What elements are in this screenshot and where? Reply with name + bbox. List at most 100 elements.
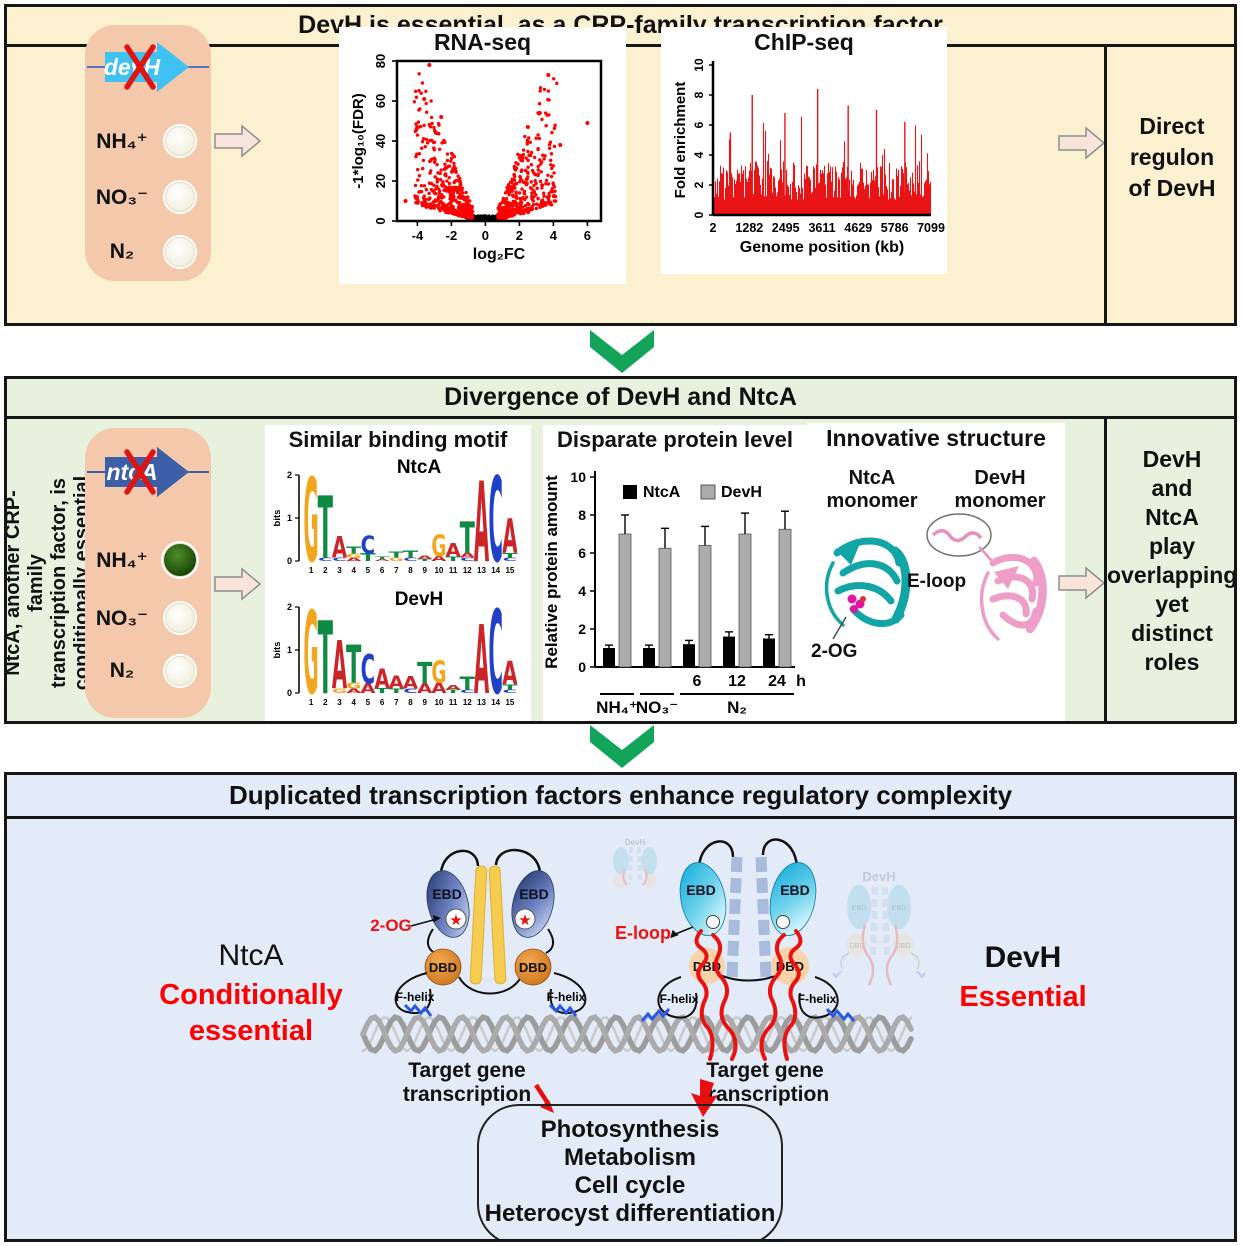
side-note: NtcA, another CRP-family transcription f… — [4, 475, 93, 691]
svg-text:8: 8 — [578, 507, 586, 523]
condition-label: NH₄⁺ — [96, 130, 148, 153]
svg-text:A: A — [474, 458, 489, 587]
svg-text:12: 12 — [463, 566, 472, 575]
svg-text:G: G — [431, 528, 446, 563]
svg-text:F-helix: F-helix — [798, 992, 837, 1006]
svg-text:0: 0 — [578, 659, 586, 675]
svg-text:A: A — [346, 688, 362, 694]
flow-arrow-icon — [1058, 126, 1106, 160]
svg-text:N₂: N₂ — [727, 698, 747, 717]
svg-text:EBD: EBD — [519, 886, 549, 902]
colony-spot-green — [163, 543, 197, 577]
svg-text:A: A — [374, 558, 389, 561]
colony-spot — [165, 182, 195, 212]
svg-text:10: 10 — [434, 566, 443, 575]
svg-text:40: 40 — [373, 134, 388, 148]
svg-text:EBD: EBD — [780, 882, 810, 898]
monomer-structures — [824, 513, 1047, 641]
target-transcription-label: Target gene transcription — [700, 1059, 830, 1106]
svg-text:3: 3 — [337, 698, 342, 707]
svg-text:NtcA: NtcA — [643, 484, 681, 501]
devh-monomer-label: DevH monomer — [954, 467, 1046, 512]
coiled-coil — [755, 856, 772, 978]
svg-text:3611: 3611 — [808, 221, 835, 235]
svg-text:7: 7 — [394, 698, 399, 707]
ebd-domain — [679, 862, 727, 936]
svg-text:-1*log₁₀(FDR): -1*log₁₀(FDR) — [350, 93, 367, 188]
rnaseq-title: RNA-seq — [433, 29, 532, 55]
devh-gene-icon: devH — [87, 42, 209, 92]
svg-text:4: 4 — [578, 583, 586, 599]
target-transcription-label: Target gene transcription — [402, 1059, 532, 1106]
flow-arrow-icon — [214, 124, 262, 158]
svg-text:Fold enrichment: Fold enrichment — [672, 82, 689, 199]
colony-spot — [165, 656, 195, 686]
svg-text:NO₃⁻: NO₃⁻ — [636, 698, 678, 717]
svg-text:4: 4 — [692, 151, 706, 158]
svg-text:T: T — [374, 556, 389, 560]
svg-text:13: 13 — [477, 698, 486, 707]
panel-devh-essential: DevH is essential, as a CRP-family trans… — [4, 4, 1237, 326]
two-og-label: 2-OG — [811, 641, 858, 662]
svg-text:2: 2 — [578, 621, 586, 637]
svg-text:T: T — [389, 688, 405, 695]
svg-text:6: 6 — [693, 673, 702, 690]
svg-text:T: T — [445, 689, 460, 695]
svg-text:F-helix: F-helix — [396, 990, 435, 1004]
svg-text:12: 12 — [463, 698, 472, 707]
svg-text:T: T — [389, 550, 405, 560]
svg-text:A: A — [374, 663, 389, 695]
svg-text:9: 9 — [422, 698, 427, 707]
svg-text:7099: 7099 — [917, 221, 945, 235]
ntca-mutant-box: ntcA NH₄⁺ NO₃⁻ N₂ — [85, 428, 211, 718]
svg-text:10: 10 — [692, 58, 706, 72]
devh-dimer-diagram: EBD EBD F-helix F-helix DBD DBD — [640, 838, 856, 1061]
svg-text:T: T — [417, 658, 432, 692]
down-chevron-icon — [590, 330, 654, 373]
empty-ligand-site — [706, 915, 720, 929]
svg-text:2: 2 — [287, 470, 292, 480]
svg-text:A: A — [360, 681, 375, 696]
eloop-circle — [926, 513, 992, 557]
svg-text:DevH: DevH — [862, 869, 895, 884]
svg-text:11: 11 — [449, 698, 458, 707]
devh-ribbon — [979, 554, 1047, 641]
svg-text:NtcA: NtcA — [397, 457, 442, 478]
svg-text:4: 4 — [550, 228, 558, 243]
outcomes-box: Photosynthesis Metabolism Cell cycle Het… — [477, 1104, 783, 1239]
svg-text:F-helix: F-helix — [660, 992, 699, 1006]
svg-text:-4: -4 — [412, 228, 424, 243]
eloop-squiggle — [931, 529, 983, 543]
colony-spot — [165, 126, 195, 156]
ligand-site — [445, 908, 467, 930]
svg-text:T: T — [445, 556, 461, 563]
svg-text:2: 2 — [323, 566, 328, 575]
svg-text:1: 1 — [287, 513, 292, 523]
svg-text:EBD: EBD — [686, 882, 716, 898]
ghost-dimer-icon: DevH EBD EBD DBD DBD — [832, 869, 926, 986]
svg-text:5: 5 — [366, 566, 371, 575]
ebd-domain — [511, 870, 555, 938]
svg-text:8: 8 — [692, 91, 706, 98]
red-arrow-icon — [534, 1083, 554, 1113]
svg-text:DBD: DBD — [896, 943, 911, 950]
svg-text:G: G — [431, 655, 446, 690]
svg-text:-2: -2 — [446, 228, 458, 243]
svg-text:C: C — [332, 557, 346, 562]
svg-text:T: T — [346, 545, 362, 556]
svg-text:2: 2 — [710, 221, 717, 235]
structure-title: Innovative structure — [826, 425, 1046, 451]
svg-text:bits: bits — [272, 510, 283, 527]
svg-text:T: T — [318, 479, 333, 579]
colony-spot — [165, 237, 195, 267]
dna-helix-icon — [360, 1014, 914, 1054]
eloop-label: E-loop — [907, 571, 967, 592]
svg-text:1: 1 — [287, 645, 292, 655]
svg-text:C: C — [403, 688, 417, 694]
ntca-dimer-diagram: EBD EBD ★ ★ DBD DBD F-helix F-helix 2-OG — [370, 848, 587, 1017]
condition-label: N₂ — [109, 659, 135, 682]
svg-text:T: T — [374, 687, 390, 695]
svg-text:6: 6 — [380, 698, 385, 707]
